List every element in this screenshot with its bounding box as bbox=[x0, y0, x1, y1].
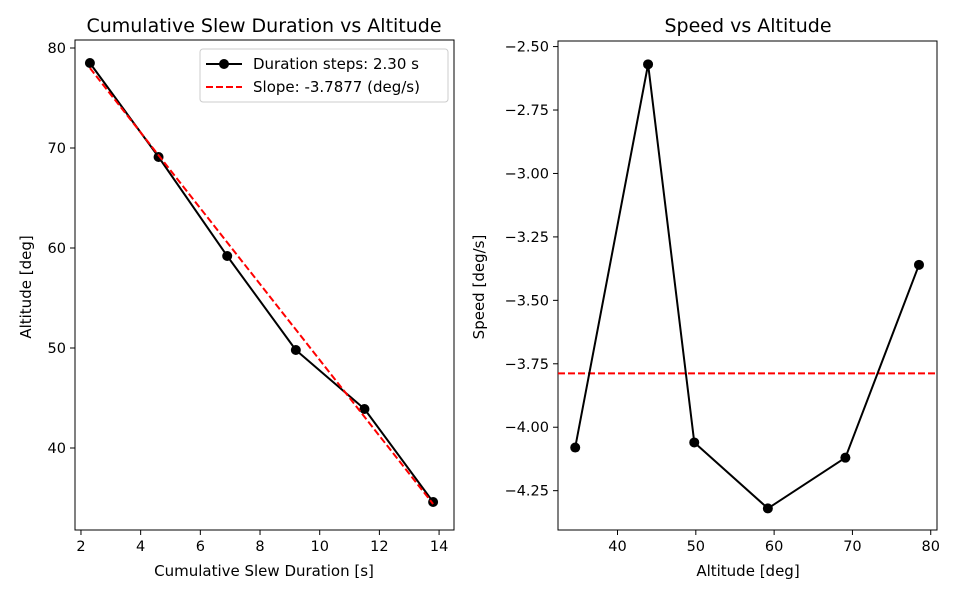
data-point bbox=[153, 152, 164, 162]
x-tick-label: 50 bbox=[687, 539, 705, 555]
x-axis-label: Cumulative Slew Duration [s] bbox=[154, 562, 374, 580]
legend-label: Duration steps: 2.30 s bbox=[253, 55, 419, 73]
y-tick-label: −2.50 bbox=[505, 40, 549, 56]
x-tick-label: 80 bbox=[922, 539, 940, 555]
series-line bbox=[89, 62, 434, 503]
y-tick-label: −2.75 bbox=[505, 103, 549, 119]
data-point bbox=[762, 503, 773, 514]
y-tick-label: −3.25 bbox=[505, 230, 549, 246]
y-axis-label: Speed [deg/s] bbox=[470, 235, 488, 340]
y-tick-label: −4.25 bbox=[505, 484, 549, 500]
plot-area-frame bbox=[557, 40, 938, 531]
x-tick-label: 8 bbox=[255, 539, 264, 555]
x-tick-label: 40 bbox=[608, 539, 626, 555]
y-tick-label: 70 bbox=[48, 141, 66, 157]
chart-title: Speed vs Altitude bbox=[664, 15, 831, 37]
legend-label: Slope: -3.7877 (deg/s) bbox=[253, 78, 420, 96]
data-point bbox=[913, 259, 924, 270]
x-tick-label: 10 bbox=[310, 539, 328, 555]
data-point bbox=[689, 437, 700, 448]
y-tick-label: −3.00 bbox=[505, 166, 549, 182]
x-tick-label: 60 bbox=[765, 539, 783, 555]
data-point bbox=[840, 452, 851, 463]
y-tick-label: −3.75 bbox=[505, 357, 549, 373]
y-tick-label: 80 bbox=[48, 41, 66, 57]
y-tick-label: −3.50 bbox=[505, 293, 549, 309]
x-tick-label: 6 bbox=[196, 539, 205, 555]
data-point bbox=[359, 404, 370, 414]
x-tick-label: 4 bbox=[136, 539, 145, 555]
y-tick-label: 60 bbox=[48, 241, 66, 257]
x-tick-label: 70 bbox=[843, 539, 861, 555]
x-tick-label: 12 bbox=[370, 539, 388, 555]
y-tick-label: 40 bbox=[48, 441, 66, 457]
chart-left: Cumulative Slew Duration vs Altitude Cum… bbox=[17, 15, 455, 580]
data-point bbox=[643, 59, 654, 70]
plot-area-frame bbox=[74, 39, 455, 531]
x-tick-label: 14 bbox=[430, 539, 448, 555]
chart-right: Speed vs Altitude Altitude [deg] Speed [… bbox=[470, 15, 940, 580]
chart-title: Cumulative Slew Duration vs Altitude bbox=[86, 15, 441, 37]
data-point bbox=[428, 497, 439, 507]
legend-box bbox=[199, 48, 449, 103]
data-point bbox=[222, 251, 233, 261]
x-tick-label: 2 bbox=[76, 539, 85, 555]
x-axis-label: Altitude [deg] bbox=[696, 562, 799, 580]
y-tick-label: −4.00 bbox=[505, 420, 549, 436]
fit-line bbox=[89, 67, 434, 505]
series-line bbox=[574, 63, 920, 510]
data-point bbox=[84, 58, 95, 68]
y-axis-label: Altitude [deg] bbox=[17, 235, 35, 338]
y-tick-label: 50 bbox=[48, 341, 66, 357]
data-point bbox=[290, 345, 301, 355]
data-point bbox=[570, 442, 581, 453]
legend-marker bbox=[219, 59, 229, 69]
